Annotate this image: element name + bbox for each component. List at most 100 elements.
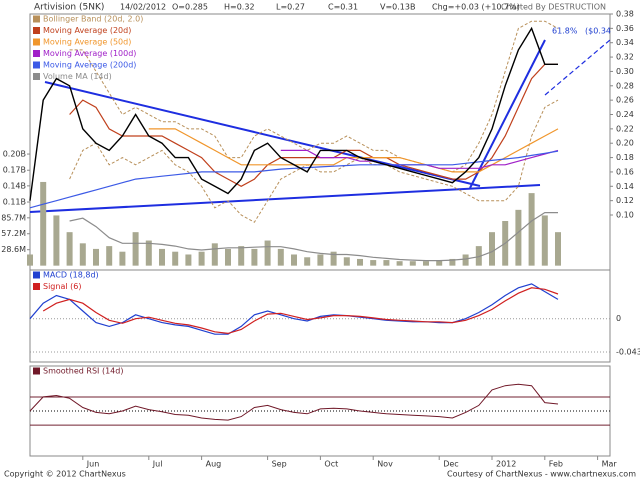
bollinger-lower	[69, 99, 559, 223]
y-tick-label: 0.32	[616, 53, 634, 62]
indicator-line	[69, 212, 558, 262]
x-tick-label: Jun	[86, 460, 100, 469]
y2-tick-label: 85.7M	[1, 213, 26, 222]
y-tick-label: 0.10	[616, 211, 634, 220]
legend-label: Smoothed RSI (14d)	[43, 367, 123, 376]
legend-swatch	[33, 50, 40, 57]
y2-tick-label: 0.17B	[3, 166, 26, 175]
x-tick-label: Dec	[443, 460, 458, 469]
volume-bar	[515, 209, 522, 266]
header-field: 14/02/2012	[120, 3, 166, 12]
header-field: V=0.13B	[380, 3, 415, 12]
macd-panel	[29, 269, 611, 363]
x-tick-label: Sep	[272, 460, 287, 469]
legend-label: Moving Average (100d)	[43, 49, 136, 58]
header-field: H=0.32	[224, 3, 255, 12]
macd-line	[29, 283, 559, 335]
volume-bar	[409, 261, 416, 266]
volume-bar	[79, 243, 86, 266]
volume-bar	[93, 248, 99, 266]
legend-swatch	[33, 61, 40, 69]
x-tick-label: Nov	[377, 460, 393, 469]
legend-label: Moving Average (20d)	[43, 26, 131, 35]
volume-bar	[304, 257, 311, 266]
volume-bar	[238, 246, 245, 266]
legend-label: Moving Average (50d)	[43, 38, 131, 47]
header-field: C=0.31	[328, 3, 358, 12]
indicator-line	[29, 150, 559, 209]
y2-tick-label: 28.6M	[1, 245, 26, 254]
bollinger-upper	[69, 20, 559, 173]
volume-bar	[357, 258, 363, 266]
y-tick-label: 0.20	[616, 139, 634, 148]
volume-bar	[251, 248, 258, 266]
header-field: O=0.285	[172, 3, 208, 12]
y-tick-label: 0.36	[616, 24, 634, 33]
volume-bar	[119, 251, 126, 266]
volume-bar	[211, 243, 218, 266]
x-tick-label: Oct	[324, 460, 338, 469]
legend-label: MACD (18,8d)	[43, 271, 99, 280]
y2-tick-label: 0.11B	[3, 198, 26, 207]
volume-bar	[264, 240, 271, 266]
volume-bar	[330, 251, 337, 266]
volume-bar	[317, 254, 324, 266]
legend-label: Moving Average (200d)	[43, 61, 136, 70]
y-tick-label: 0.34	[616, 38, 634, 47]
x-tick-label: Jul	[152, 460, 163, 469]
legend-label: Volume MA (14d)	[43, 72, 112, 81]
trend-line	[44, 81, 481, 187]
volume-bar	[370, 260, 377, 266]
legend-swatch	[33, 15, 40, 23]
trend-line	[469, 39, 546, 189]
rsi-line	[29, 383, 559, 421]
x-tick-label: Mar	[602, 460, 618, 469]
legend-swatch	[33, 367, 40, 375]
y-tick-label: 0.16	[616, 167, 634, 176]
indicator-line	[69, 63, 558, 187]
header-field: L=0.27	[276, 3, 305, 12]
legend-swatch	[33, 27, 40, 34]
volume-bar	[555, 232, 561, 266]
volume-bar	[475, 246, 482, 266]
y-tick-label: 0.26	[616, 96, 634, 105]
volume-bar	[53, 215, 60, 266]
volume-bar	[436, 260, 443, 266]
volume-bar	[225, 248, 231, 266]
x-tick-label: Feb	[549, 460, 563, 469]
price-line	[29, 26, 558, 201]
volume-bar	[383, 260, 390, 266]
volume-bar	[528, 193, 535, 266]
volume-bar	[185, 254, 192, 266]
volume-bar	[145, 240, 152, 266]
y-tick-label: -0.043	[616, 347, 640, 356]
y2-tick-label: 0.14B	[3, 181, 26, 190]
y-tick-label: 0	[616, 314, 621, 323]
volume-bar	[423, 261, 429, 266]
indicator-line	[280, 149, 559, 169]
legend-label: Signal (6)	[43, 282, 81, 291]
annotation: 61.8%	[552, 27, 578, 36]
y-tick-label: 0.24	[616, 110, 634, 119]
footer-left: Copyright © 2012 ChartNexus	[4, 470, 126, 479]
volume-bar	[27, 254, 33, 266]
y-tick-label: 0.14	[616, 182, 634, 191]
credit: Charted By DESTRUCTION	[501, 3, 606, 12]
chart-title: Artivision (5NK)	[34, 3, 104, 13]
trend-lines	[29, 39, 611, 213]
volume-bar	[396, 261, 403, 266]
y2-tick-label: 0.20B	[3, 150, 26, 159]
trend-line	[544, 39, 611, 96]
y-tick-label: 0.38	[616, 10, 634, 19]
y-tick-label: 0.28	[616, 81, 634, 90]
volume-bar	[291, 254, 297, 266]
y-tick-label: 0.22	[616, 124, 634, 133]
y-tick-label: 0.30	[616, 67, 634, 76]
trend-line	[29, 184, 541, 213]
volume-bar	[132, 232, 139, 266]
volume-bar	[159, 248, 165, 266]
x-tick-label: 2012	[496, 460, 516, 469]
annotation: ($0.34	[585, 27, 611, 36]
volume-bar	[541, 215, 548, 266]
volume-bar	[172, 251, 179, 266]
